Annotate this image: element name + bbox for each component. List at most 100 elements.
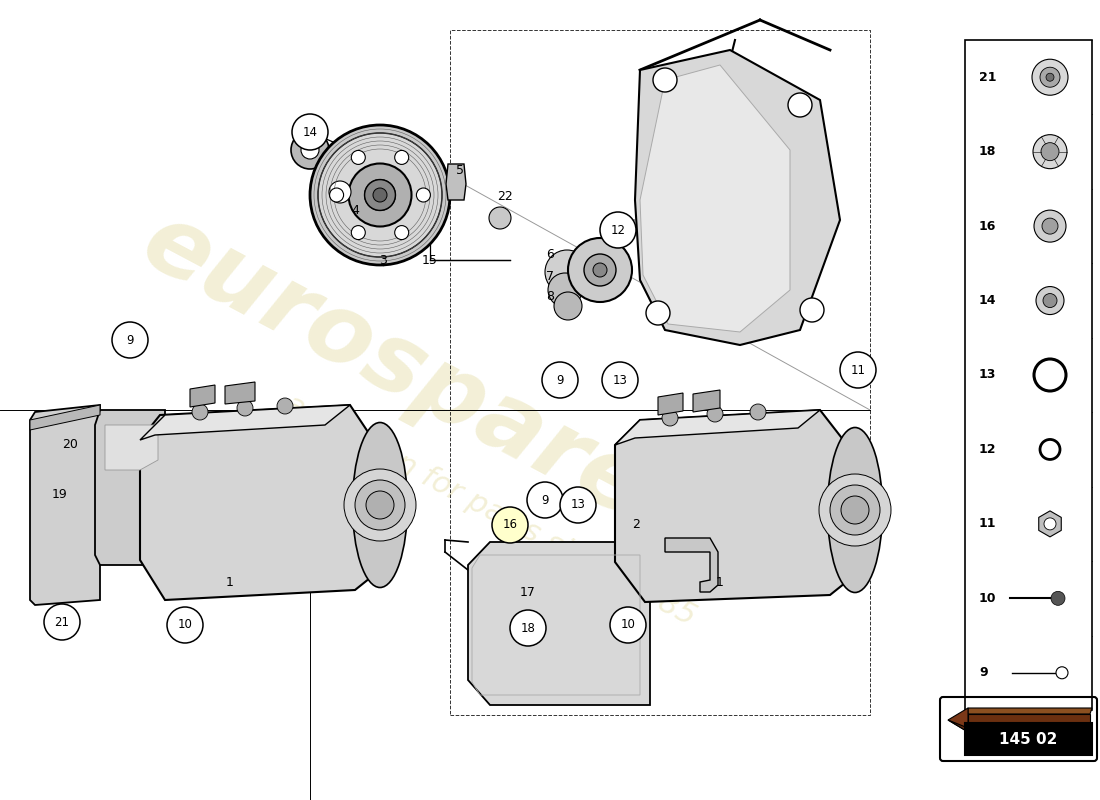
Ellipse shape bbox=[315, 167, 365, 217]
Circle shape bbox=[373, 188, 387, 202]
Circle shape bbox=[662, 410, 678, 426]
Text: 18: 18 bbox=[979, 145, 997, 158]
Bar bbox=[965, 40, 1092, 710]
Ellipse shape bbox=[292, 131, 329, 169]
Text: 145 02: 145 02 bbox=[999, 731, 1057, 746]
Ellipse shape bbox=[351, 226, 365, 239]
Circle shape bbox=[1056, 666, 1068, 678]
Ellipse shape bbox=[417, 188, 430, 202]
Circle shape bbox=[800, 298, 824, 322]
Circle shape bbox=[167, 607, 204, 643]
Circle shape bbox=[44, 604, 80, 640]
Polygon shape bbox=[104, 425, 158, 470]
Circle shape bbox=[560, 487, 596, 523]
Ellipse shape bbox=[330, 188, 343, 202]
Circle shape bbox=[310, 125, 450, 265]
Text: 21: 21 bbox=[979, 70, 997, 84]
Text: 1: 1 bbox=[227, 575, 234, 589]
Polygon shape bbox=[226, 382, 255, 404]
Ellipse shape bbox=[355, 480, 405, 530]
Text: 18: 18 bbox=[520, 622, 536, 634]
Circle shape bbox=[1044, 518, 1056, 530]
Circle shape bbox=[1046, 74, 1054, 82]
Bar bbox=[965, 723, 1092, 755]
Text: 1: 1 bbox=[716, 575, 724, 589]
Text: 22: 22 bbox=[497, 190, 513, 202]
Ellipse shape bbox=[351, 150, 365, 165]
Circle shape bbox=[192, 404, 208, 420]
Ellipse shape bbox=[827, 427, 882, 593]
Text: 10: 10 bbox=[620, 618, 636, 631]
Text: 3: 3 bbox=[379, 254, 387, 266]
Circle shape bbox=[277, 398, 293, 414]
Circle shape bbox=[527, 482, 563, 518]
Text: 5: 5 bbox=[456, 163, 464, 177]
Text: 6: 6 bbox=[546, 249, 554, 262]
Circle shape bbox=[492, 507, 528, 543]
Ellipse shape bbox=[820, 474, 891, 546]
Circle shape bbox=[1034, 359, 1066, 391]
Polygon shape bbox=[190, 385, 214, 407]
Text: 8: 8 bbox=[546, 290, 554, 302]
Ellipse shape bbox=[344, 469, 416, 541]
Ellipse shape bbox=[352, 422, 407, 587]
Polygon shape bbox=[140, 405, 350, 440]
Ellipse shape bbox=[301, 141, 319, 159]
Ellipse shape bbox=[490, 207, 512, 229]
Circle shape bbox=[788, 93, 812, 117]
Polygon shape bbox=[666, 538, 718, 592]
Polygon shape bbox=[30, 405, 100, 430]
Ellipse shape bbox=[395, 226, 409, 239]
Text: 9: 9 bbox=[126, 334, 134, 346]
Text: 11: 11 bbox=[850, 363, 866, 377]
Circle shape bbox=[840, 352, 876, 388]
Text: 19: 19 bbox=[52, 489, 68, 502]
Text: 20: 20 bbox=[62, 438, 78, 451]
Circle shape bbox=[1040, 439, 1060, 459]
Ellipse shape bbox=[830, 485, 880, 535]
Circle shape bbox=[236, 400, 253, 416]
Circle shape bbox=[610, 607, 646, 643]
Text: 17: 17 bbox=[520, 586, 536, 599]
Polygon shape bbox=[948, 708, 968, 732]
Text: 10: 10 bbox=[177, 618, 192, 631]
Circle shape bbox=[1034, 210, 1066, 242]
Text: 10: 10 bbox=[979, 592, 997, 605]
Circle shape bbox=[568, 238, 632, 302]
Polygon shape bbox=[968, 714, 1090, 728]
Circle shape bbox=[510, 610, 546, 646]
Circle shape bbox=[1041, 142, 1059, 161]
Ellipse shape bbox=[554, 292, 582, 320]
Text: 15: 15 bbox=[422, 254, 438, 266]
Circle shape bbox=[318, 133, 442, 257]
Circle shape bbox=[1032, 59, 1068, 95]
Ellipse shape bbox=[329, 181, 351, 203]
Circle shape bbox=[1040, 67, 1060, 87]
Polygon shape bbox=[635, 50, 840, 345]
Polygon shape bbox=[615, 410, 855, 602]
Text: 7: 7 bbox=[546, 270, 554, 282]
Polygon shape bbox=[95, 410, 165, 565]
Text: 16: 16 bbox=[503, 518, 517, 531]
Text: 9: 9 bbox=[979, 666, 988, 679]
Circle shape bbox=[1036, 286, 1064, 314]
Text: 14: 14 bbox=[302, 126, 318, 138]
Circle shape bbox=[349, 163, 411, 226]
Polygon shape bbox=[615, 410, 820, 445]
Polygon shape bbox=[140, 405, 379, 600]
Circle shape bbox=[750, 404, 766, 420]
Text: 11: 11 bbox=[979, 518, 997, 530]
Circle shape bbox=[1050, 591, 1065, 606]
Circle shape bbox=[1042, 218, 1058, 234]
Polygon shape bbox=[658, 393, 683, 415]
Circle shape bbox=[364, 180, 395, 210]
Circle shape bbox=[1043, 294, 1057, 307]
Polygon shape bbox=[446, 164, 466, 200]
Polygon shape bbox=[948, 720, 968, 732]
Text: eurospares: eurospares bbox=[126, 194, 714, 566]
Text: 12: 12 bbox=[979, 443, 997, 456]
Text: a passion for parts since 1985: a passion for parts since 1985 bbox=[279, 389, 701, 631]
Text: 21: 21 bbox=[55, 615, 69, 629]
Text: 13: 13 bbox=[571, 498, 585, 511]
Circle shape bbox=[593, 263, 607, 277]
